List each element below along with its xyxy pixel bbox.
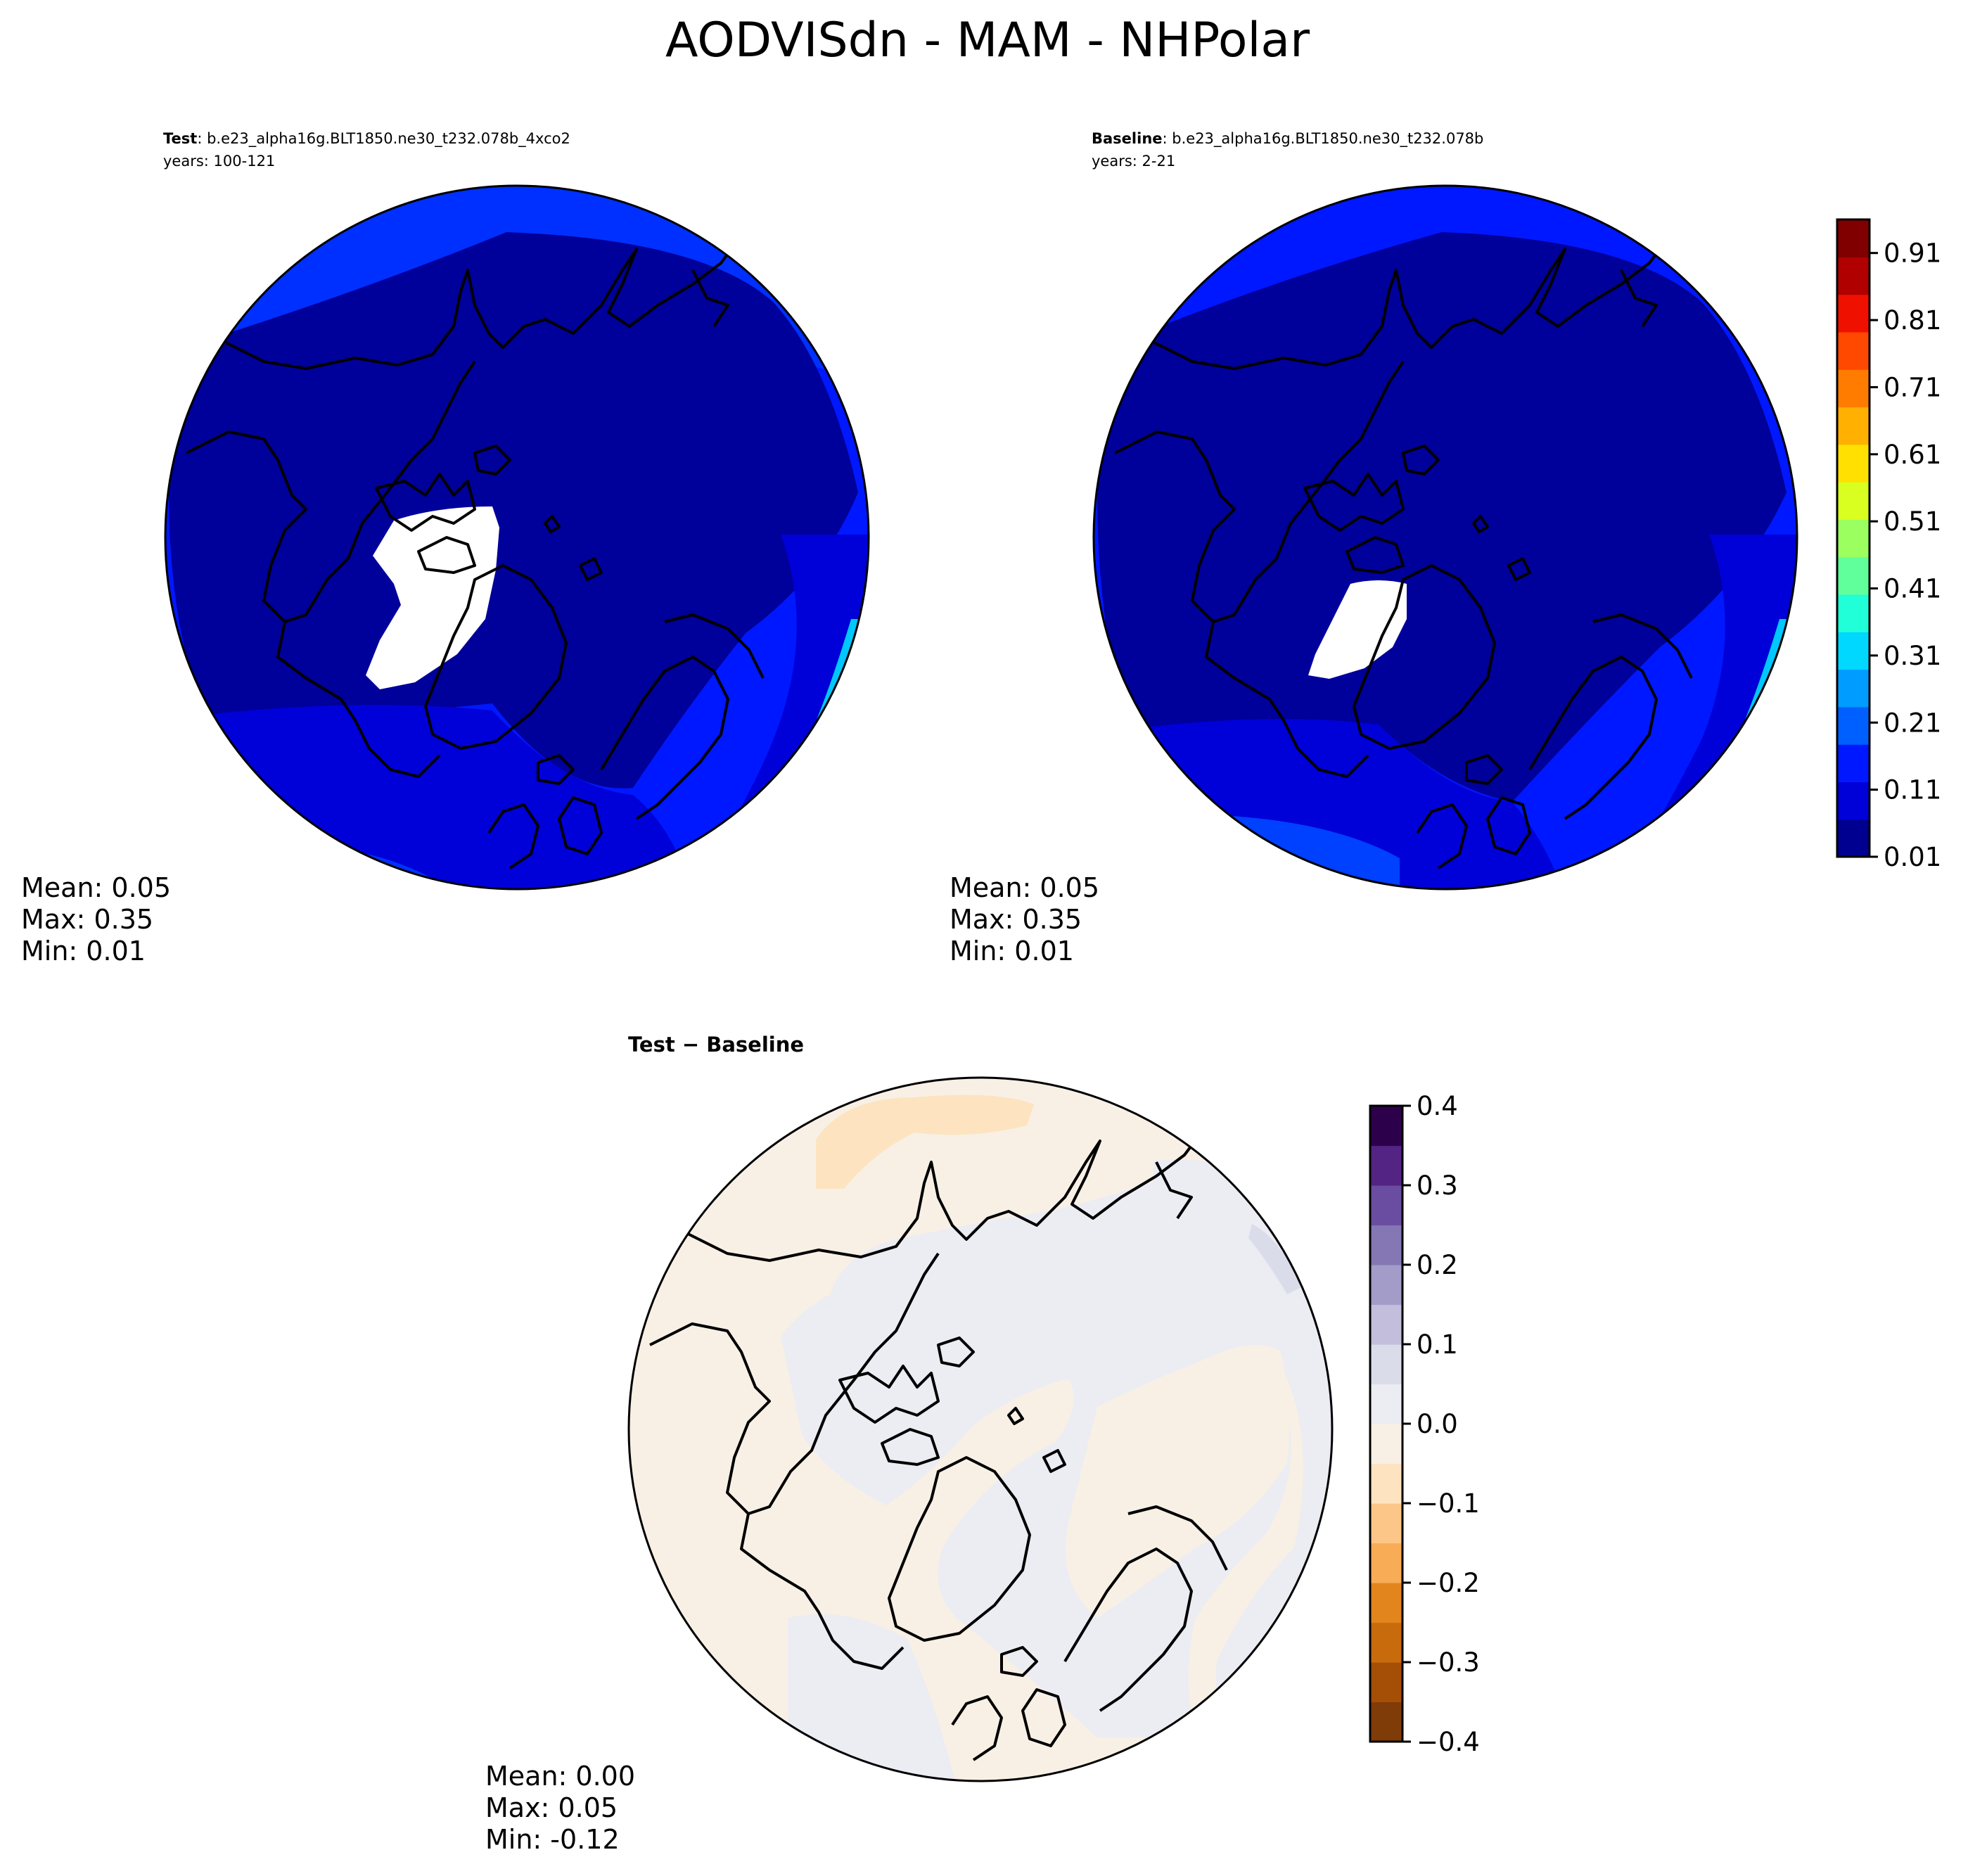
panel-diff-mean: Mean: 0.00 [485, 1761, 635, 1792]
colorbar-main-segment [1837, 819, 1869, 857]
panel-test: Test: b.e23_alpha16g.BLT1850.ne30_t232.0… [21, 130, 870, 966]
svg-text:Baseline: b.e23_alpha16g.BLT18: Baseline: b.e23_alpha16g.BLT1850.ne30_t2… [1092, 130, 1483, 148]
map-baseline [1094, 186, 1797, 889]
colorbar-main-tick-label: 0.61 [1884, 440, 1941, 470]
figure-title: AODVISdn - MAM - NHPolar [665, 13, 1310, 68]
colorbar-main-tick-label: 0.11 [1884, 775, 1941, 805]
colorbar-main-segment [1837, 257, 1869, 295]
colorbar-diff-segment [1370, 1265, 1402, 1306]
colorbar-diff-tick-label: 0.3 [1417, 1170, 1458, 1201]
colorbar-main-segment [1837, 369, 1869, 408]
colorbar-diff-segment [1370, 1543, 1402, 1583]
panel-test-years: years: 100-121 [163, 153, 275, 170]
colorbar-diff-tick-label: 0.4 [1417, 1091, 1458, 1121]
map-test [165, 186, 869, 889]
panel-test-min: Min: 0.01 [21, 936, 146, 966]
colorbar-main-segment [1837, 331, 1869, 370]
colorbar-main-segment [1837, 781, 1869, 820]
colorbar-diff-tick-label: −0.1 [1417, 1488, 1480, 1519]
colorbar-main: 0.01 0.11 0.21 0.31 0.41 0.51 0.61 0.71 0.81 0.91 [1836, 218, 1941, 872]
colorbar-main-frame [1836, 218, 1871, 858]
colorbar-main-segment [1837, 294, 1869, 333]
colorbar-diff-tick-label: 0.1 [1417, 1329, 1458, 1360]
colorbar-main-tick-label: 0.31 [1884, 641, 1941, 671]
colorbar-diff: 0.4 0.3 0.2 0.1 0.0 −0.1 −0.2 −0.3 −0.4 [1369, 1091, 1480, 1757]
colorbar-diff-segment [1370, 1622, 1402, 1663]
colorbar-diff-segment [1370, 1145, 1402, 1186]
colorbar-main-segment [1837, 519, 1869, 558]
colorbar-diff-segment [1370, 1583, 1402, 1623]
panel-test-max: Max: 0.35 [21, 904, 153, 935]
colorbar-diff-tick-label: −0.4 [1417, 1727, 1480, 1757]
panel-baseline: Baseline: b.e23_alpha16g.BLT1850.ne30_t2… [950, 130, 1798, 966]
colorbar-diff-tick-label: 0.2 [1417, 1250, 1458, 1280]
colorbar-diff-segment [1370, 1106, 1402, 1147]
colorbar-diff-segment [1370, 1662, 1402, 1703]
colorbar-main-segment [1837, 556, 1869, 595]
colorbar-diff-segment [1370, 1225, 1402, 1265]
colorbar-main-segment [1837, 706, 1869, 745]
colorbar-diff-segment [1370, 1384, 1402, 1424]
colorbar-main-tick-label: 0.71 [1884, 372, 1941, 402]
colorbar-diff-segment [1370, 1344, 1402, 1385]
colorbar-main-segment [1837, 744, 1869, 783]
colorbar-diff-segment [1370, 1463, 1402, 1504]
panel-baseline-case: : b.e23_alpha16g.BLT1850.ne30_t232.078b [1163, 130, 1484, 148]
colorbar-main-tick-label: 0.01 [1884, 842, 1941, 872]
panel-diff-label: Test − Baseline [628, 1033, 804, 1057]
panel-baseline-mean: Mean: 0.05 [950, 872, 1099, 903]
colorbar-diff-segment [1370, 1304, 1402, 1345]
colorbar-diff-segment [1370, 1185, 1402, 1226]
colorbar-main-tick-label: 0.21 [1884, 708, 1941, 738]
panel-baseline-max: Max: 0.35 [950, 904, 1082, 935]
panel-baseline-min: Min: 0.01 [950, 936, 1074, 966]
colorbar-main-segment [1837, 407, 1869, 445]
colorbar-main-segment [1837, 482, 1869, 520]
colorbar-diff-segment [1370, 1702, 1402, 1742]
colorbar-diff-segment [1370, 1503, 1402, 1544]
colorbar-main-tick-label: 0.81 [1884, 305, 1941, 336]
panel-test-case: : b.e23_alpha16g.BLT1850.ne30_t232.078b_… [197, 130, 570, 148]
colorbar-main-segment [1837, 594, 1869, 632]
panel-baseline-years: years: 2-21 [1092, 153, 1175, 170]
panel-diff-min: Min: -0.12 [485, 1824, 620, 1855]
panel-test-mean: Mean: 0.05 [21, 872, 171, 903]
colorbar-diff-tick-label: −0.2 [1417, 1568, 1480, 1598]
panel-baseline-label: Baseline [1092, 130, 1163, 147]
panel-diff-max: Max: 0.05 [485, 1792, 618, 1823]
colorbar-diff-tick-label: −0.3 [1417, 1647, 1480, 1678]
panel-test-label: Test [163, 130, 197, 147]
colorbar-main-segment [1837, 669, 1869, 708]
colorbar-diff-tick-label: 0.0 [1417, 1409, 1458, 1439]
panel-diff: Test − Baseline Mean: 0.00 Max: 0.05 Min… [485, 1033, 1334, 1855]
colorbar-main-segment [1837, 632, 1869, 670]
colorbar-diff-segment [1370, 1424, 1402, 1465]
colorbar-main-tick-label: 0.91 [1884, 238, 1941, 269]
colorbar-main-segment [1837, 444, 1869, 483]
colorbar-main-tick-label: 0.41 [1884, 574, 1941, 604]
svg-text:Test: b.e23_alpha16g.BLT1850.n: Test: b.e23_alpha16g.BLT1850.ne30_t232.0… [163, 130, 570, 148]
colorbar-main-segment [1837, 219, 1869, 257]
colorbar-main-tick-label: 0.51 [1884, 506, 1941, 537]
